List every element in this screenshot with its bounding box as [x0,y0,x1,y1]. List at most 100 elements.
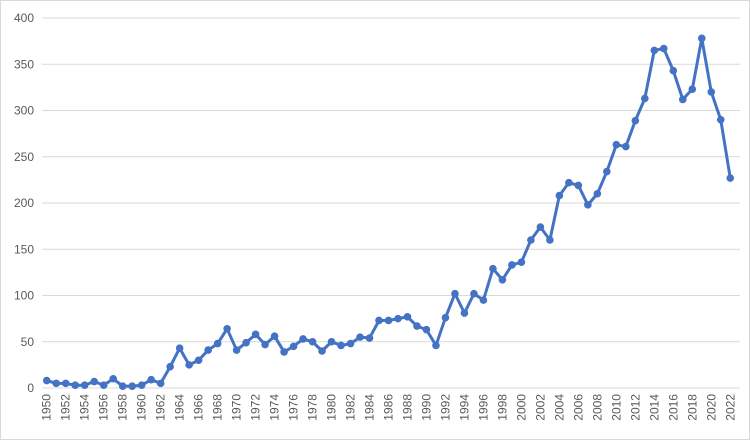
x-tick-label: 1962 [154,394,168,421]
x-tick-label: 1994 [457,394,471,421]
data-point [555,191,564,200]
data-point [232,346,241,354]
x-tick-label: 1966 [192,394,206,421]
x-tick-label: 1992 [438,394,452,421]
data-point [413,322,421,330]
data-point [584,201,592,209]
data-point [356,333,364,341]
x-tick-label: 1984 [363,394,377,421]
data-point [517,258,526,267]
y-tick-label: 350 [14,57,34,71]
y-tick-label: 150 [14,242,34,256]
x-tick-label: 1964 [173,394,187,421]
x-tick-label: 1980 [325,394,339,421]
data-point [71,381,80,390]
y-tick-label: 250 [14,150,34,164]
y-tick-label: 300 [14,104,34,118]
data-point [536,223,545,231]
data-point [327,337,336,346]
data-point [622,142,630,151]
data-point [641,94,649,103]
data-point [603,167,611,176]
x-tick-label: 1976 [287,394,301,421]
data-point [726,174,735,182]
data-point [527,236,535,244]
y-tick-label: 100 [14,289,34,303]
x-tick-label: 1956 [97,394,111,421]
data-point [479,296,488,304]
data-point [166,362,174,371]
x-tick-label: 1998 [495,394,509,421]
data-point [213,339,222,348]
x-tick-label: 2012 [628,394,642,421]
data-point [489,264,497,273]
x-tick-label: 2020 [704,394,718,421]
x-tick-label: 2014 [647,394,661,421]
data-point [470,289,478,298]
data-point [394,314,402,323]
x-tick-label: 1978 [306,394,320,421]
data-point [118,382,127,390]
x-tick-label: 1952 [59,394,73,421]
data-point [593,189,602,198]
data-point [451,289,459,298]
data-point [697,34,706,43]
data-point [109,374,117,383]
x-tick-label: 1990 [419,394,433,421]
data-point [204,346,212,354]
x-tick-label: 2010 [609,394,623,421]
data-point [716,115,725,124]
data-point [337,341,345,350]
x-tick-label: 1982 [344,394,358,421]
data-point [308,337,317,346]
data-point [61,379,70,388]
data-point [185,361,193,369]
data-point [565,178,573,187]
data-point [688,85,697,94]
data-point [99,381,108,390]
data-point [422,325,431,334]
x-tick-label: 1988 [400,394,414,421]
x-tick-label: 1960 [135,394,149,421]
data-point [147,375,155,384]
y-tick-label: 0 [27,381,34,395]
x-tick-label: 1996 [476,394,490,421]
x-tick-label: 2008 [590,394,604,421]
data-point [546,236,554,244]
data-point [42,376,51,385]
data-point [261,340,269,349]
data-point [156,379,165,388]
data-point [460,309,469,317]
y-tick-label: 50 [21,335,35,349]
data-point [128,382,136,390]
data-point [612,140,621,149]
data-point [242,338,250,347]
data-point [375,316,383,325]
x-tick-label: 2018 [685,394,699,421]
data-point [660,44,668,53]
data-point [432,341,440,350]
y-tick-label: 200 [14,196,34,210]
x-tick-label: 2000 [514,394,528,421]
data-point [90,377,99,386]
y-tick-label: 400 [14,11,34,25]
data-point [384,316,393,325]
data-point [650,46,659,55]
x-tick-label: 2022 [723,394,737,421]
data-point [270,332,279,341]
data-point [498,275,507,284]
x-tick-label: 2004 [552,394,566,421]
x-tick-label: 1972 [249,394,263,421]
data-point [52,379,61,388]
x-tick-label: 2016 [666,394,680,421]
data-point [574,181,583,190]
data-point [441,313,450,322]
x-tick-label: 1986 [382,394,396,421]
x-tick-label: 1954 [78,394,92,421]
data-point [194,356,203,365]
data-point [403,312,412,321]
data-point [289,342,298,351]
data-point [318,347,326,355]
